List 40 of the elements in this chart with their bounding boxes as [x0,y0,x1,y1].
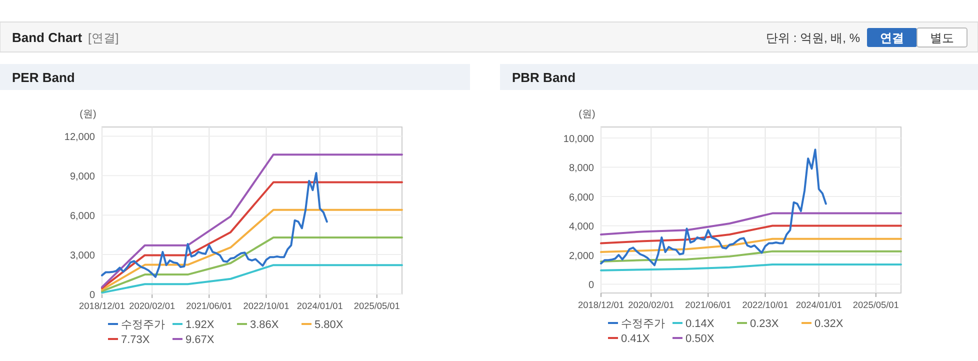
legend-label: 수정주가 [121,319,165,331]
x-tick-label: 2024/01/01 [296,301,343,311]
y-tick-label: 2,000 [568,250,594,262]
y-tick-label: 6,000 [568,192,594,204]
y-tick-label: 4,000 [568,222,594,233]
legend-label: 0.41X [621,333,650,345]
x-tick-label: 2025/05/01 [354,301,400,311]
y-tick-label: 0 [89,290,96,301]
legend-label: 0.50X [686,333,715,345]
y-axis-title: (원) [578,109,596,120]
y-tick-label: 8,000 [568,163,594,174]
y-tick-label: 3,000 [70,250,96,262]
x-tick-label: 2024/01/01 [796,300,842,310]
x-tick-label: 2020/02/01 [628,300,674,310]
y-tick-label: 12,000 [64,132,96,144]
x-tick-label: 2025/05/01 [852,300,899,310]
y-axis-title: (원) [80,109,96,120]
y-tick-label: 0 [588,280,594,292]
y-tick-label: 9,000 [70,172,96,183]
legend-label: 3.86X [250,319,280,331]
legend-label: 7.73X [121,334,150,346]
y-tick-label: 10,000 [563,134,594,145]
x-tick-label: 2018/12/01 [578,300,624,310]
chart-title: PBR Band [512,70,576,85]
x-tick-label: 2018/12/01 [79,301,125,311]
legend-label: 5.80X [314,319,344,331]
x-tick-label: 2020/02/01 [129,301,176,311]
chart-title: PER Band [12,70,75,85]
x-tick-label: 2022/10/01 [243,301,290,311]
y-tick-label: 6,000 [70,211,96,222]
x-tick-label: 2021/06/01 [186,301,232,311]
legend-label: 수정주가 [621,318,665,330]
legend-label: 1.92X [186,319,215,331]
legend-label: 0.32X [814,318,844,330]
x-tick-label: 2021/06/01 [685,300,732,310]
legend-label: 0.14X [686,318,715,330]
header: Band Chart [연결] 단위 : 억원, 배, % 연결 별도 [0,22,978,52]
legend-label: 9.67X [186,334,215,346]
legend-label: 0.23X [750,318,780,330]
x-tick-label: 2022/10/01 [742,300,788,310]
